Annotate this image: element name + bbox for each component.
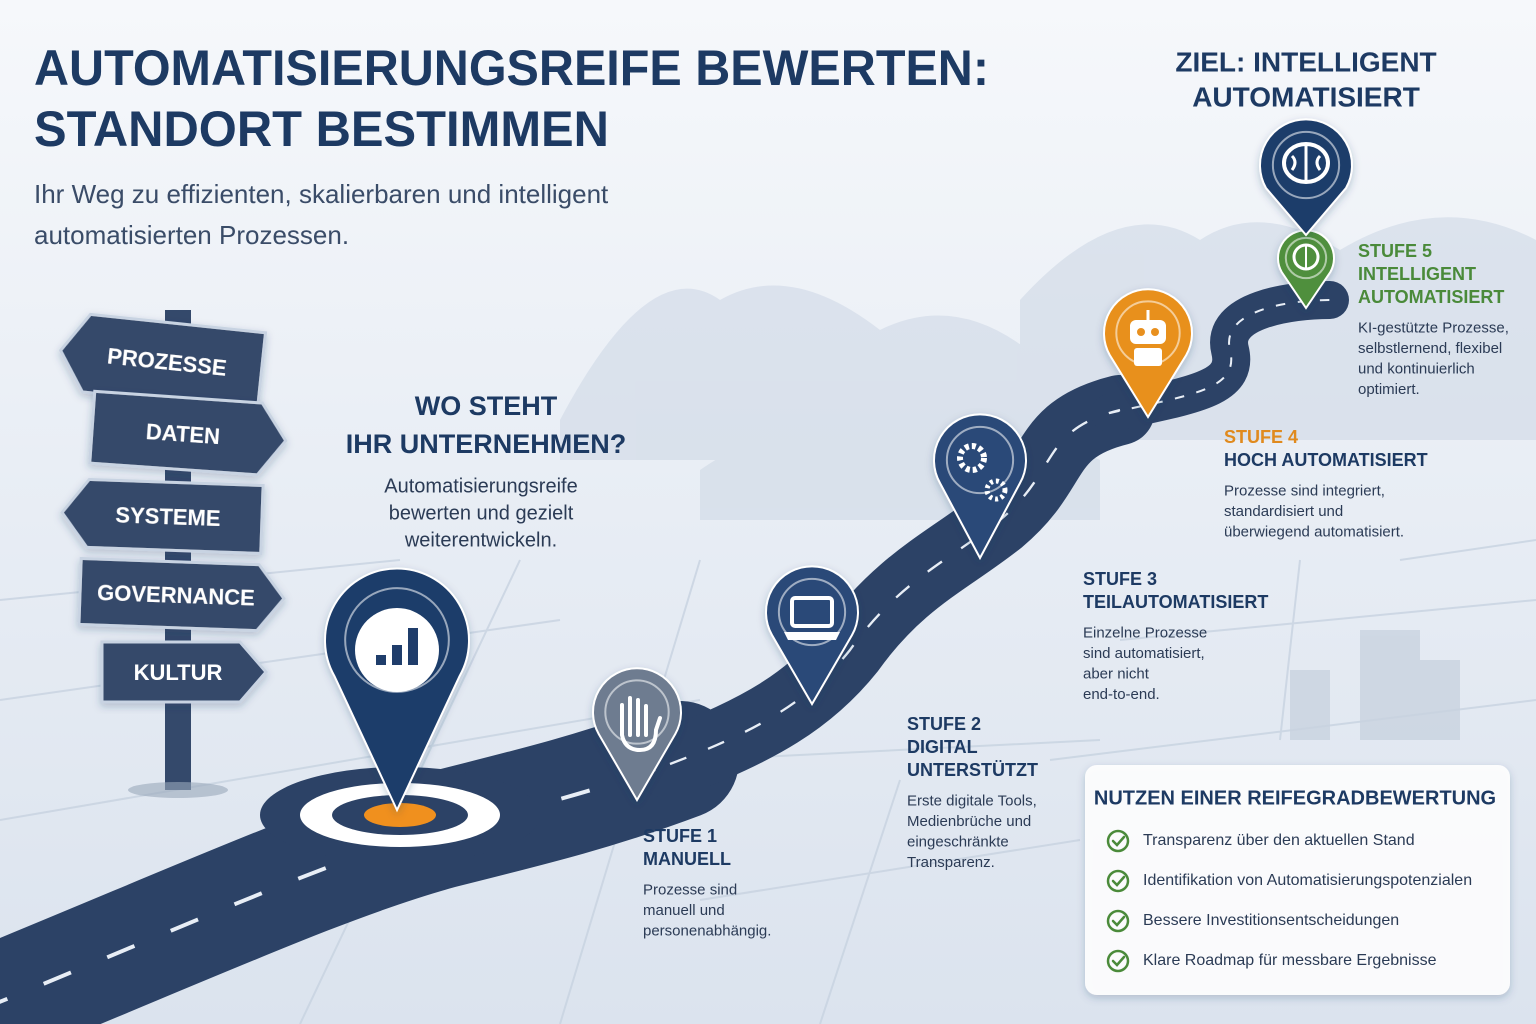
hand-icon — [620, 696, 662, 753]
stage-name: TEILAUTOMATISIERT — [1083, 592, 1268, 612]
stage-description: sind automatisiert, — [1083, 645, 1205, 662]
subtitle: automatisierten Prozessen. — [34, 220, 349, 250]
check-icon — [1111, 915, 1126, 927]
sign-board — [58, 312, 268, 412]
stage-description: personenabhängig. — [643, 922, 771, 939]
stage-name: MANUELL — [643, 849, 731, 869]
robot-eye — [1151, 328, 1159, 336]
robot-icon — [1130, 320, 1166, 344]
gear-icon — [957, 443, 987, 473]
benefit-item: Klare Roadmap für messbare Ergebnisse — [1143, 952, 1437, 969]
stage-description: Transparenz. — [907, 854, 995, 871]
benefit-item: Identifikation von Automatisierungspoten… — [1143, 872, 1472, 889]
check-icon — [1111, 875, 1126, 887]
benefits-box — [1085, 765, 1510, 995]
stage-label: STUFE 2 — [907, 714, 981, 734]
road-center-line — [669, 408, 1121, 766]
stage-description: Erste digitale Tools, — [907, 792, 1037, 809]
sign-board — [88, 389, 288, 477]
stage-description: optimiert. — [1358, 381, 1420, 398]
stage-description: aber nicht — [1083, 665, 1150, 682]
goal-pin-inner — [1271, 130, 1341, 200]
benefits-title: NUTZEN EINER REIFEGRADBEWERTUNG — [1094, 787, 1496, 809]
stage-description: manuell und — [643, 902, 725, 919]
stage-description: Medienbrüche und — [907, 813, 1031, 830]
stage-name: INTELLIGENT — [1358, 264, 1476, 284]
goal-label: AUTOMATISIERT — [1192, 81, 1420, 112]
sign-board — [60, 477, 265, 556]
stage-description: standardisiert und — [1224, 503, 1343, 520]
stage-description: end-to-end. — [1083, 686, 1160, 703]
stage-pin-inner — [1284, 236, 1328, 280]
bar-icon — [408, 628, 418, 665]
sign-label: DATEN — [145, 419, 221, 449]
check-icon — [1111, 835, 1126, 847]
callout-title: IHR UNTERNEHMEN? — [346, 429, 627, 459]
stage-label: STUFE 4 — [1224, 427, 1298, 447]
stage-description: und kontinuierlich — [1358, 360, 1475, 377]
road-segment — [1091, 281, 1349, 432]
stage-description: Einzelne Prozesse — [1083, 624, 1207, 641]
title: STANDORT BESTIMMEN — [34, 101, 609, 157]
road — [0, 281, 1349, 1024]
skyline — [1290, 630, 1460, 740]
sign-label: GOVERNANCE — [97, 580, 255, 610]
check-icon — [1106, 869, 1130, 893]
sign-board — [100, 640, 268, 704]
bar-icon — [392, 645, 402, 665]
signpost: PROZESSE DATEN SYSTEME GOVERNANCE KULTUR — [58, 310, 288, 798]
stage-description: eingeschränkte — [907, 833, 1009, 850]
brain-icon — [1290, 144, 1322, 182]
callout-text: weiterentwickeln. — [404, 529, 557, 551]
sign-label: SYSTEME — [115, 502, 221, 531]
stage-description: überwiegend automatisiert. — [1224, 523, 1404, 540]
sign-board — [77, 556, 286, 633]
sign: DATEN — [88, 389, 288, 477]
goal-label: ZIEL: INTELLIGENT — [1175, 46, 1436, 77]
robot-icon — [1134, 348, 1162, 366]
robot-eye — [1137, 328, 1145, 336]
stage-description: selbstlernend, flexibel — [1358, 340, 1502, 357]
stage-name: HOCH AUTOMATISIERT — [1224, 450, 1428, 470]
pins — [324, 118, 1353, 813]
callout-text: bewerten und gezielt — [389, 502, 574, 524]
post-shadow — [128, 782, 228, 798]
benefit-item: Transparenz über den aktuellen Stand — [1143, 832, 1415, 849]
stage-description: Prozesse sind — [643, 881, 737, 898]
subtitle: Ihr Weg zu effizienten, skalierbaren und… — [34, 179, 609, 209]
stage-label: STUFE 1 — [643, 826, 717, 846]
stage-pin — [933, 413, 1027, 561]
stage-pin-inner — [945, 425, 1015, 495]
check-icon — [1106, 829, 1130, 853]
sign: SYSTEME — [60, 477, 265, 556]
stage-description: KI-gestützte Prozesse, — [1358, 319, 1509, 336]
stage-label: STUFE 3 — [1083, 569, 1157, 589]
title: AUTOMATISIERUNGSREIFE BEWERTEN: — [34, 40, 989, 96]
texts: AUTOMATISIERUNGSREIFE BEWERTEN:STANDORT … — [34, 40, 1510, 995]
sign: GOVERNANCE — [77, 556, 286, 633]
check-icon — [1111, 955, 1126, 967]
bar-icon — [376, 655, 386, 665]
benefit-item: Bessere Investitionsentscheidungen — [1143, 912, 1399, 929]
check-icon — [1106, 949, 1130, 973]
sign-label: KULTUR — [134, 660, 223, 685]
stage-pin-inner — [604, 679, 670, 745]
callout-text: Automatisierungsreife — [384, 475, 577, 497]
sign: KULTUR — [100, 640, 268, 704]
stage-name: DIGITAL — [907, 737, 978, 757]
gear-icon — [984, 478, 1008, 502]
stage-description: Prozesse sind integriert, — [1224, 482, 1385, 499]
stage-name: UNTERSTÜTZT — [907, 760, 1038, 780]
stage-name: AUTOMATISIERT — [1358, 287, 1504, 307]
sign: PROZESSE — [58, 312, 268, 412]
laptop-icon — [790, 596, 834, 628]
stage-pin-inner — [777, 577, 847, 647]
check-icon — [1106, 909, 1130, 933]
stage-label: STUFE 5 — [1358, 241, 1432, 261]
target-center — [364, 803, 436, 827]
laptop-icon — [784, 632, 840, 640]
callout-title: WO STEHT — [415, 391, 558, 421]
